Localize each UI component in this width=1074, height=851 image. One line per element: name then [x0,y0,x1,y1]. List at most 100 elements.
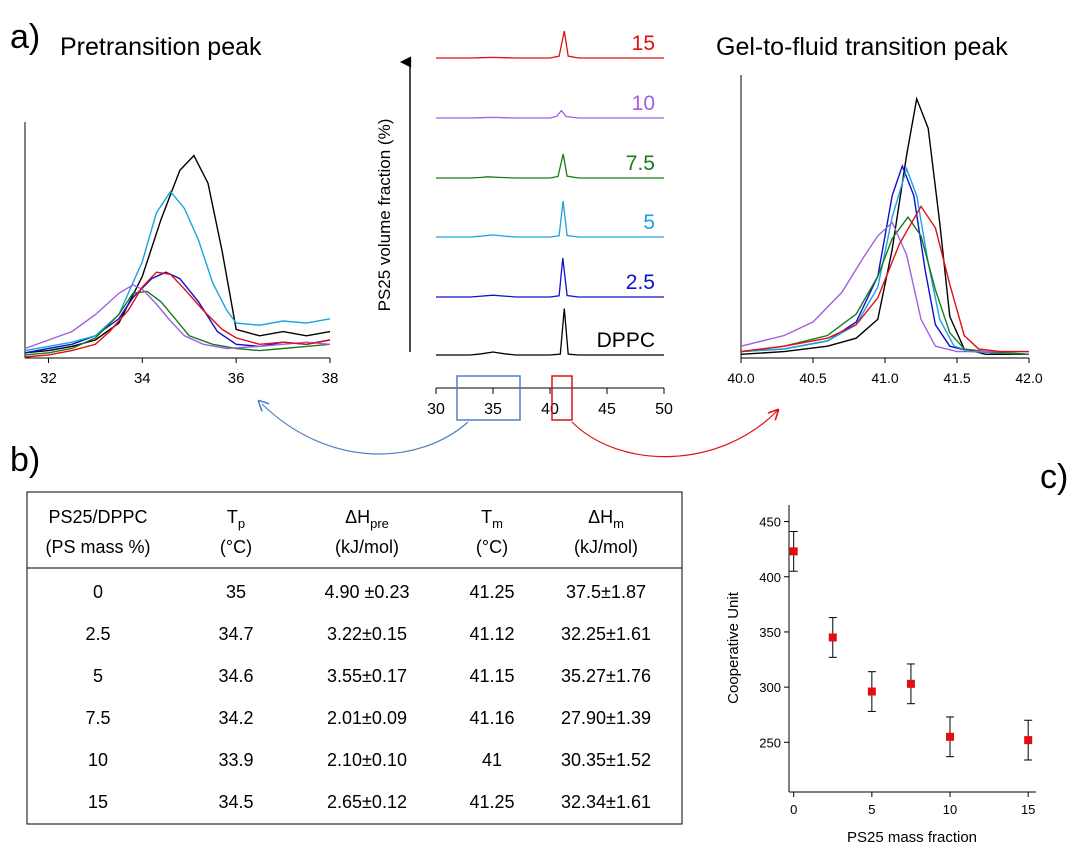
coop-x-tick-label: 15 [1021,802,1035,817]
stacked-x-tick-label: 45 [598,401,616,418]
table-cell: 41.16 [469,708,514,728]
gel-series-15 [740,205,1029,353]
gel-series-DPPC [740,96,1029,355]
coop-y-tick-label: 400 [759,570,781,585]
table-header-unit: (°C) [220,537,252,557]
gel-x-tick-label: 41.5 [943,370,970,386]
pre-series-15 [24,271,331,358]
pretransition-region-box [456,375,521,421]
pretransition-title: Pretransition peak [60,33,262,61]
coop-x-tick-label: 5 [868,802,875,817]
table-border [26,491,683,825]
table-cell: 15 [88,792,108,812]
gel-x-tick-label: 41.0 [871,370,898,386]
stacked-x-tick-label: 30 [427,401,445,418]
coop-y-tick-label: 450 [759,515,781,530]
coop-x-axis-label: PS25 mass fraction [847,829,977,846]
pre-series-2.5 [24,271,331,354]
pre-x-tick-label: 38 [322,370,339,387]
table-cell: 32.34±1.61 [561,792,651,812]
table-header-symbol: Tp [227,507,245,531]
coop-y-tick-label: 350 [759,625,781,640]
coop-x-tick-label: 10 [943,802,957,817]
table-cell: 35 [226,582,246,602]
coop-point [828,633,837,642]
stacked-series-DPPC [436,308,664,356]
coop-y-axis-label: Cooperative Unit [725,591,742,704]
gel-series-7.5 [740,215,1030,355]
stacked-series-15 [436,30,664,59]
table-cell: 34.2 [218,708,253,728]
stacked-series-7.5 [436,153,664,179]
table-cell: 7.5 [85,708,110,728]
stacked-y-axis-label: PS25 volume fraction (%) [375,119,394,312]
thermodynamic-table: PS25/DPPC (PS mass %) Tp (°C) ΔHpre (kJ/mol) T… [26,491,683,825]
table-cell: 3.22±0.15 [327,624,407,644]
transition-region-box [551,375,573,421]
table-cell: 41.15 [469,666,514,686]
gel-transition-chart: 40.0 40.5 41.0 41.5 42.0 [727,75,1043,386]
coop-y-tick-label: 250 [759,735,781,750]
table-cell: 2.65±0.12 [327,792,407,812]
table-cell: 34.6 [218,666,253,686]
stacked-x-tick-label: 50 [655,401,673,418]
coop-y-tick-label: 300 [759,680,781,695]
gel-series-10 [740,221,1029,353]
table-header-unit: (kJ/mol) [574,537,638,557]
table-header-unit: (°C) [476,537,508,557]
coop-point [946,732,955,741]
stacked-series-label-DPPC: DPPC [597,329,655,352]
table-header-line2: (PS mass %) [45,537,150,557]
table-cell: 41 [482,750,502,770]
pre-series-DPPC [24,154,331,354]
table-header-symbol: Tm [481,507,503,531]
table-cell: 2.5 [85,624,110,644]
pretransition-chart: 32 34 36 38 [24,122,339,387]
table-cell: 33.9 [218,750,253,770]
pre-x-tick-label: 32 [40,370,57,387]
gel-x-tick-label: 42.0 [1015,370,1042,386]
table-header-symbol: ΔHpre [345,507,389,531]
table-cell: 35.27±1.76 [561,666,651,686]
stacked-x-tick-label: 40 [541,401,559,418]
stacked-series-label-10: 10 [632,92,655,115]
table-cell: 41.12 [469,624,514,644]
stacked-series-2.5 [436,257,664,298]
gel-transition-title: Gel-to-fluid transition peak [716,33,1008,61]
table-cell: 5 [93,666,103,686]
table-cell: 4.90 ±0.23 [325,582,410,602]
stacked-thermogram-chart: PS25 volume fraction (%) DPPC 2.5 5 7.5 10 15… [375,30,673,421]
table-cell: 34.5 [218,792,253,812]
coop-point [1024,736,1033,745]
pre-series-10 [24,284,331,350]
table-cell: 2.01±0.09 [327,708,407,728]
table-cell: 41.25 [469,582,514,602]
stacked-series-label-15: 15 [632,32,655,55]
table-header-unit: (kJ/mol) [335,537,399,557]
gel-x-tick-label: 40.0 [727,370,754,386]
gel-series-5 [740,166,1030,355]
gel-x-tick-label: 40.5 [799,370,826,386]
table-cell: 10 [88,750,108,770]
pre-series-7.5 [24,290,331,356]
stacked-series-label-7.5: 7.5 [626,152,655,175]
stacked-series-label-5: 5 [643,211,655,234]
table-cell: 34.7 [218,624,253,644]
table-cell: 2.10±0.10 [327,750,407,770]
transition-zoom-arrow [571,410,778,458]
table-cell: 41.25 [469,792,514,812]
panel-label-c: c) [1040,458,1068,496]
table-cell: 3.55±0.17 [327,666,407,686]
pre-x-tick-label: 36 [228,370,245,387]
pretransition-zoom-arrow [262,404,469,455]
pre-x-tick-label: 34 [134,370,151,387]
stacked-x-tick-label: 35 [484,401,502,418]
table-header-symbol: ΔHm [588,507,624,531]
stacked-series-5 [436,200,664,238]
coop-point [906,679,915,688]
stacked-series-10 [436,109,664,119]
coop-point [789,547,798,556]
gel-series-2.5 [740,163,1030,355]
panel-label-a: a) [10,18,40,56]
